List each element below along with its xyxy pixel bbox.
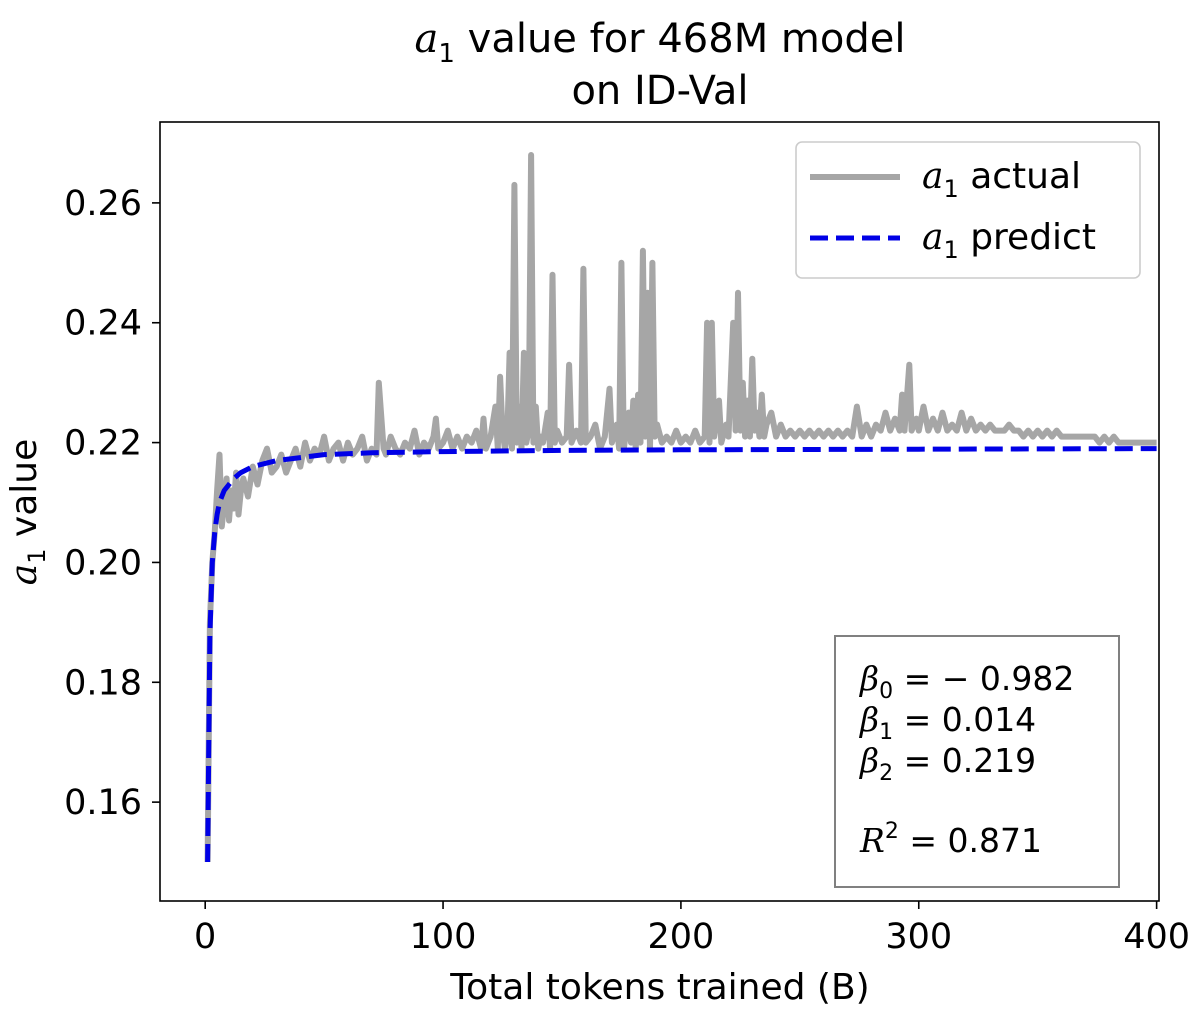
- y-tick-label: 0.22: [64, 424, 142, 464]
- fit-param-beta1: β1 = 0.014: [858, 700, 1036, 745]
- series-layer: [204, 152, 1157, 863]
- title-rest: value for 468M model: [455, 16, 906, 62]
- series-line-1: [205, 446, 1157, 863]
- x-axis-label: Total tokens trained (B): [449, 967, 869, 1008]
- y-tick-label: 0.20: [64, 543, 142, 583]
- y-tick-label: 0.18: [64, 663, 142, 703]
- legend-label-actual: a1 actual: [922, 156, 1081, 203]
- chart-title-line1: a1 value for 468M model: [415, 16, 906, 69]
- chart-title-line2: on ID-Val: [571, 68, 748, 114]
- y-axis-label: a1 value: [4, 439, 51, 586]
- legend-label-predict: a1 predict: [922, 217, 1096, 264]
- y-tick-label: 0.26: [64, 184, 142, 224]
- ticks-layer: 0 100 200 300 400 0.16 0.18 0.20 0.22 0.24 0.26: [64, 184, 1190, 957]
- ylabel-sub: 1: [23, 549, 51, 564]
- x-tick-label: 300: [885, 917, 952, 957]
- y-tick-label: 0.24: [64, 304, 142, 344]
- fit-r-squared: R2 = 0.871: [859, 819, 1042, 860]
- x-tick-label: 400: [1123, 917, 1190, 957]
- y-tick-label: 0.16: [64, 783, 142, 823]
- x-tick-label: 200: [648, 917, 715, 957]
- x-tick-label: 100: [410, 917, 477, 957]
- ylabel-rest: value: [4, 439, 45, 549]
- ylabel-var: a: [4, 564, 45, 585]
- fit-param-beta0: β0 = − 0.982: [858, 659, 1074, 704]
- legend: a1 actual a1 predict: [795, 141, 1141, 279]
- x-tick-label: 0: [194, 917, 216, 957]
- plot-frame: [159, 121, 1160, 902]
- title-var: a: [415, 16, 439, 62]
- fit-params-box: β0 = − 0.982 β1 = 0.014 β2 = 0.219 R2 = …: [834, 635, 1120, 888]
- plot-area: [159, 121, 1160, 902]
- title-sub: 1: [438, 39, 455, 69]
- fit-param-beta2: β2 = 0.219: [858, 741, 1036, 786]
- fit-params-frame: [834, 635, 1120, 888]
